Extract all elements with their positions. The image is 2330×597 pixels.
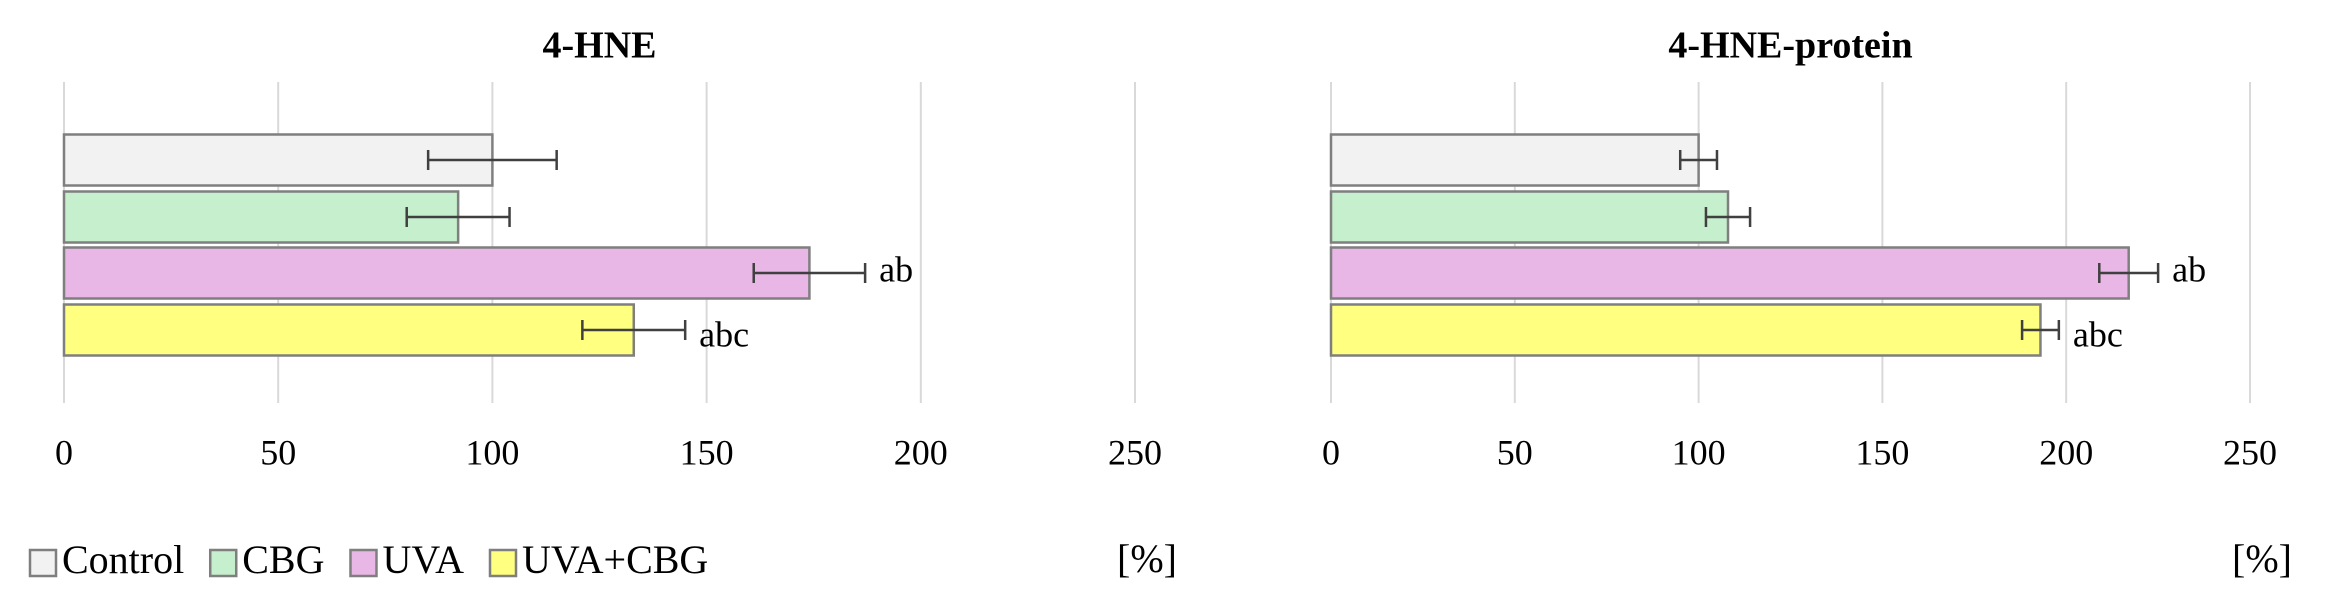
x-tick-label: 200: [894, 432, 948, 472]
x-tick-label: 150: [1855, 432, 1909, 472]
x-tick-label: 150: [680, 432, 734, 472]
x-tick-label: 50: [260, 432, 296, 472]
x-tick-label: 50: [1497, 432, 1533, 472]
bar: [62, 133, 494, 187]
bar: [1329, 133, 1700, 187]
x-tick-label: 0: [1322, 432, 1340, 472]
annotation: abc: [2073, 314, 2123, 354]
legend-label: UVA+CBG: [522, 537, 708, 582]
bar: [62, 246, 811, 300]
x-tick-label: 0: [55, 432, 73, 472]
axis-unit: [%]: [1117, 536, 1177, 581]
bar: [1329, 303, 2042, 357]
bar: [1329, 246, 2130, 300]
legend-swatch: [488, 548, 518, 578]
legend-label: UVA: [382, 537, 464, 582]
axis-unit: [%]: [2232, 536, 2292, 581]
x-tick-label: 100: [1672, 432, 1726, 472]
legend-swatch: [349, 548, 378, 578]
x-tick-label: 250: [1108, 432, 1162, 472]
legend-label: Control: [62, 537, 184, 582]
x-tick-label: 250: [2223, 432, 2277, 472]
legend-label: CBG: [242, 537, 324, 582]
bar: [62, 190, 460, 244]
annotation: ab: [2172, 249, 2206, 289]
annotation: ab: [879, 249, 913, 289]
bar: [1329, 190, 1730, 244]
x-tick-label: 100: [465, 432, 519, 472]
x-tick-label: 200: [2039, 432, 2093, 472]
legend-swatch: [208, 548, 238, 578]
chart-title: 4-HNE: [543, 25, 657, 67]
legend-swatch: [28, 548, 58, 578]
annotation: abc: [699, 314, 749, 354]
bar: [62, 303, 636, 357]
chart-title: 4-HNE-protein: [1668, 25, 1912, 67]
